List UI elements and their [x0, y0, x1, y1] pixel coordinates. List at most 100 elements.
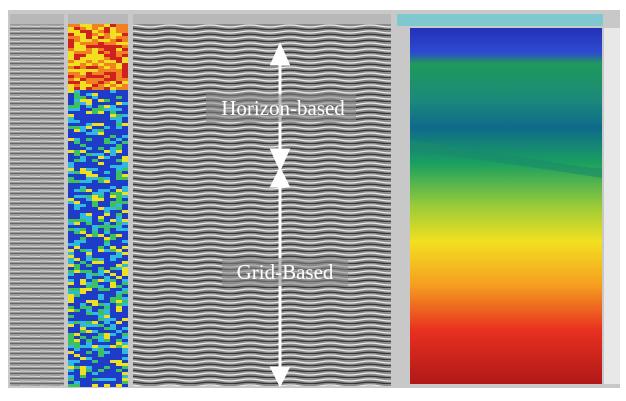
log-cell: [122, 30, 128, 33]
log-cell: [110, 378, 116, 381]
log-cell: [110, 261, 116, 264]
log-cell: [122, 228, 128, 231]
log-cell: [110, 66, 116, 69]
log-cell: [110, 90, 116, 93]
log-cell: [98, 93, 104, 96]
log-cell: [110, 375, 116, 378]
log-cell: [86, 129, 92, 132]
log-cell: [104, 174, 110, 177]
log-cell: [98, 111, 104, 114]
log-cell: [110, 279, 116, 282]
log-cell: [110, 117, 116, 120]
log-cell: [116, 246, 122, 249]
log-cell: [122, 144, 128, 147]
log-cell: [104, 330, 110, 333]
log-cell: [74, 282, 80, 285]
log-cell: [98, 372, 104, 375]
log-cell: [110, 45, 116, 48]
log-cell: [74, 159, 80, 162]
log-cell: [86, 354, 92, 357]
log-cell: [98, 240, 104, 243]
log-cell: [74, 93, 80, 96]
log-cell: [104, 381, 110, 384]
log-cell: [86, 27, 92, 30]
log-cell: [74, 246, 80, 249]
log-cell: [86, 30, 92, 33]
log-cell: [104, 336, 110, 339]
log-cell: [80, 348, 86, 351]
log-cell: [74, 87, 80, 90]
log-cell: [104, 30, 110, 33]
log-cell: [98, 54, 104, 57]
log-cell: [68, 33, 74, 36]
log-cell: [92, 129, 98, 132]
log-cell: [116, 186, 122, 189]
log-cell: [122, 297, 128, 300]
log-cell: [86, 156, 92, 159]
log-cell: [68, 231, 74, 234]
log-cell: [74, 144, 80, 147]
log-cell: [68, 165, 74, 168]
log-cell: [68, 117, 74, 120]
log-cell: [80, 333, 86, 336]
log-cell: [122, 132, 128, 135]
log-cell: [98, 39, 104, 42]
log-cell: [98, 189, 104, 192]
log-cell: [122, 168, 128, 171]
log-cell: [110, 288, 116, 291]
log-cell: [80, 321, 86, 324]
log-cell: [74, 327, 80, 330]
log-cell: [68, 204, 74, 207]
log-cell: [110, 159, 116, 162]
log-cell: [98, 87, 104, 90]
log-cell: [104, 318, 110, 321]
log-cell: [98, 171, 104, 174]
log-cell: [98, 318, 104, 321]
log-cell: [122, 303, 128, 306]
log-cell: [98, 354, 104, 357]
log-cell: [92, 315, 98, 318]
log-cell: [98, 90, 104, 93]
log-cell: [68, 102, 74, 105]
log-cell: [104, 117, 110, 120]
log-cell: [116, 339, 122, 342]
panel-header: [10, 14, 64, 24]
log-cell: [98, 249, 104, 252]
log-cell: [104, 231, 110, 234]
log-cell: [122, 66, 128, 69]
log-cell: [110, 153, 116, 156]
log-cell: [116, 318, 122, 321]
log-cell: [92, 57, 98, 60]
log-cell: [122, 171, 128, 174]
log-cell: [110, 255, 116, 258]
log-cell: [104, 261, 110, 264]
log-cell: [68, 327, 74, 330]
log-cell: [68, 57, 74, 60]
log-cell: [68, 234, 74, 237]
log-cell: [98, 231, 104, 234]
log-cell: [74, 378, 80, 381]
log-cell: [68, 276, 74, 279]
log-cell: [68, 60, 74, 63]
log-cell: [98, 201, 104, 204]
log-cell: [80, 309, 86, 312]
log-cell: [116, 213, 122, 216]
log-cell: [68, 354, 74, 357]
log-cell: [86, 63, 92, 66]
log-cell: [110, 171, 116, 174]
log-cell: [68, 120, 74, 123]
log-cell: [122, 243, 128, 246]
log-cell: [80, 267, 86, 270]
horizon-label: Horizon-based: [221, 96, 345, 120]
log-cell: [86, 171, 92, 174]
log-cell: [74, 381, 80, 384]
log-cell: [98, 288, 104, 291]
log-cell: [122, 363, 128, 366]
log-cell: [104, 120, 110, 123]
log-cell: [110, 57, 116, 60]
log-cell: [98, 192, 104, 195]
log-cell: [86, 132, 92, 135]
log-cell: [122, 102, 128, 105]
log-cell: [80, 300, 86, 303]
log-cell: [68, 318, 74, 321]
